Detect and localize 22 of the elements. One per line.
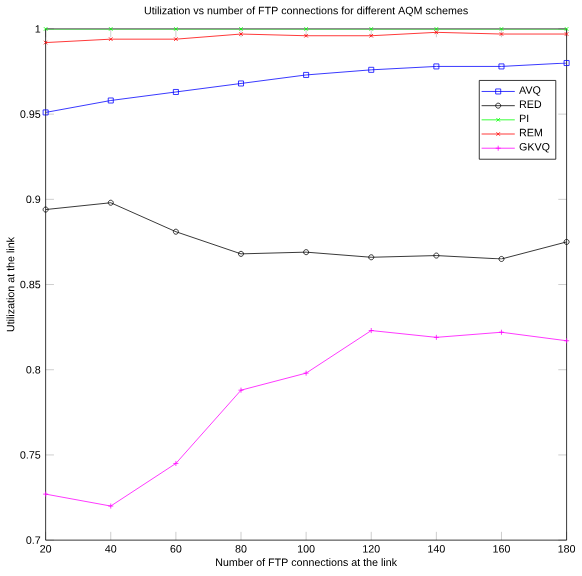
point bbox=[303, 72, 310, 79]
point bbox=[107, 503, 114, 510]
point bbox=[238, 251, 244, 258]
point bbox=[303, 33, 309, 39]
point bbox=[303, 249, 310, 256]
point bbox=[172, 89, 179, 96]
point bbox=[433, 334, 440, 341]
point bbox=[368, 254, 375, 261]
point bbox=[107, 97, 114, 104]
point bbox=[238, 80, 244, 87]
point bbox=[238, 387, 244, 394]
point bbox=[303, 370, 310, 377]
point bbox=[107, 200, 114, 207]
point bbox=[172, 460, 179, 467]
point bbox=[498, 329, 505, 336]
point bbox=[368, 67, 375, 74]
point bbox=[433, 63, 440, 70]
point bbox=[172, 229, 179, 235]
point bbox=[498, 63, 505, 70]
point bbox=[433, 253, 440, 259]
point bbox=[368, 327, 375, 334]
point bbox=[498, 256, 505, 263]
